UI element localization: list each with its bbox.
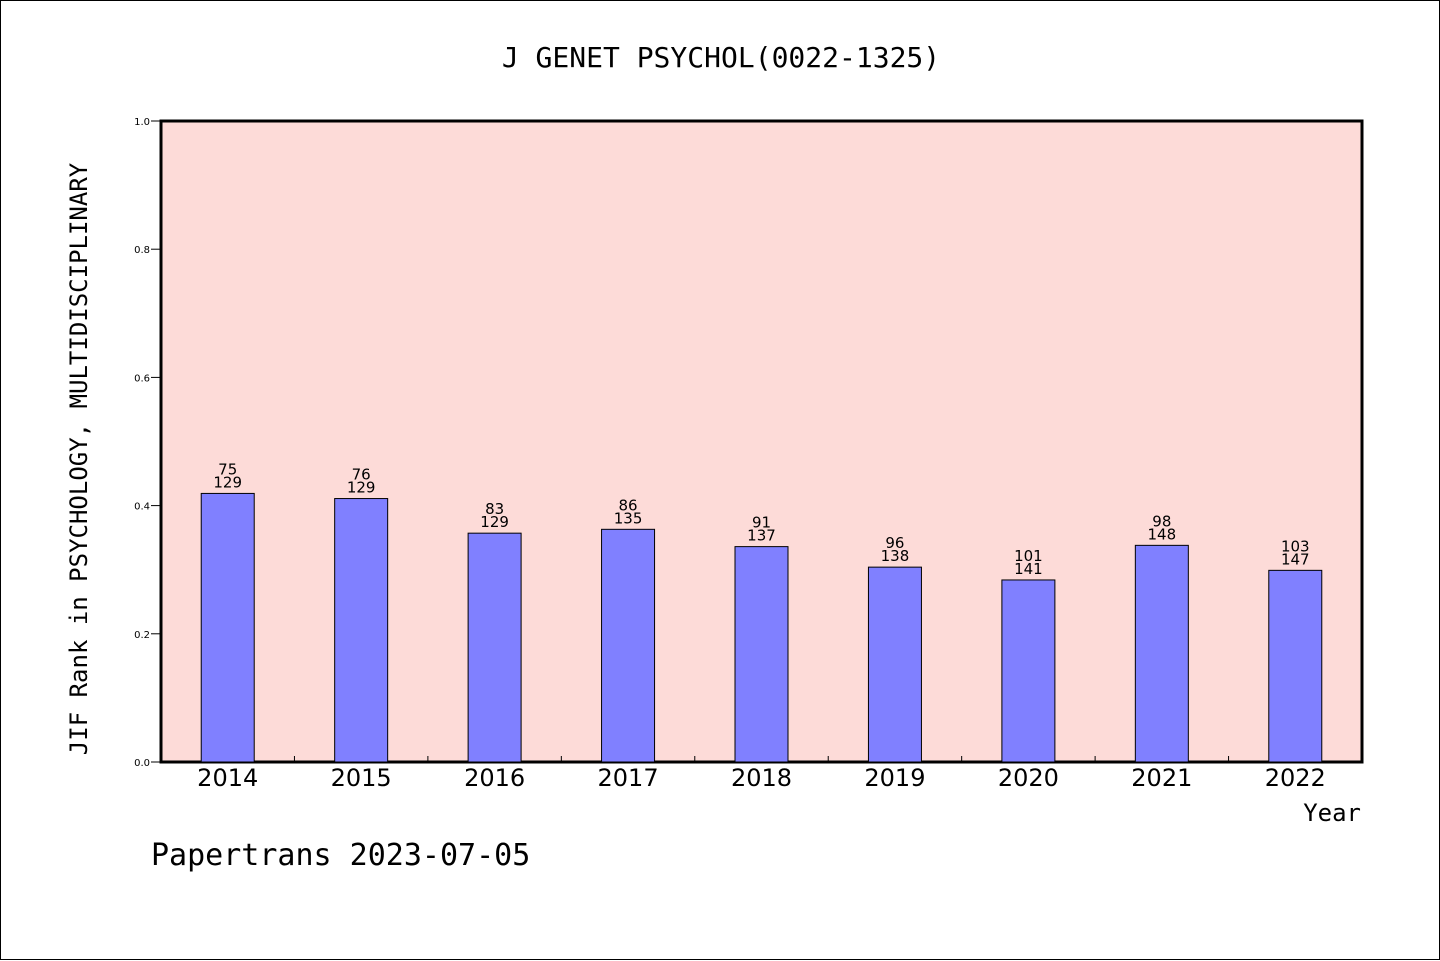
x-axis-label: Year [1303, 799, 1361, 827]
y-tick-label-0.4: 0.4 [134, 502, 150, 513]
bar-total-label-2016: 129 [480, 513, 509, 531]
x-tick-label-2015: 2015 [331, 764, 392, 792]
footer-watermark: Papertrans 2023-07-05 [151, 838, 530, 873]
bar-2015 [334, 498, 389, 763]
bar-2014 [200, 492, 255, 763]
bar-2019 [867, 566, 922, 763]
bar-total-label-2018: 137 [747, 527, 776, 545]
bar-total-label-2022: 147 [1281, 550, 1310, 568]
y-axis-ticks: 0.0 0.2 0.4 0.6 0.8 1.0 [134, 117, 161, 769]
bar-rank-label-2015: 76 [352, 466, 371, 484]
bar-total-label-2019: 138 [881, 547, 910, 565]
chart-title: J GENET PSYCHOL(0022-1325) [502, 41, 940, 74]
bar-2018 [734, 546, 789, 763]
bar-2022 [1268, 569, 1323, 763]
bar-rank-label-2020: 101 [1014, 547, 1043, 565]
bar-rank-label-2018: 91 [752, 514, 771, 532]
x-tick-label-2019: 2019 [864, 764, 925, 792]
bar-total-label-2014: 129 [213, 473, 242, 491]
bar-rank-label-2016: 83 [485, 500, 504, 518]
x-axis-ticks: 2014 2015 2016 2017 2018 2019 2020 2021 2022 [197, 756, 1326, 792]
y-tick-label-0.8: 0.8 [134, 245, 150, 256]
bar-rank-label-2019: 96 [885, 534, 904, 552]
x-tick-label-2017: 2017 [598, 764, 659, 792]
y-axis-label: JIF Rank in PSYCHOLOGY, MULTIDISCIPLINAR… [65, 162, 93, 755]
bar-2020 [1001, 579, 1056, 763]
bar-rank-label-2022: 103 [1281, 537, 1310, 555]
x-tick-label-2022: 2022 [1265, 764, 1326, 792]
bar-rank-label-2021: 98 [1152, 512, 1171, 530]
x-tick-label-2021: 2021 [1131, 764, 1192, 792]
y-tick-label-0.2: 0.2 [134, 630, 150, 641]
x-tick-label-2018: 2018 [731, 764, 792, 792]
bars-group [200, 492, 1323, 763]
y-tick-label-0.6: 0.6 [134, 373, 150, 384]
bar-total-label-2017: 135 [614, 509, 643, 527]
y-tick-label-0.0: 0.0 [134, 758, 150, 769]
y-tick-label-1.0: 1.0 [134, 117, 150, 128]
bar-rank-label-2014: 75 [218, 460, 237, 478]
bar-rank-label-2017: 86 [619, 496, 638, 514]
x-tick-label-2016: 2016 [464, 764, 525, 792]
bar-2016 [467, 532, 522, 763]
bar-total-label-2015: 129 [347, 479, 376, 497]
x-tick-label-2014: 2014 [197, 764, 258, 792]
bar-total-label-2021: 148 [1148, 525, 1177, 543]
x-tick-label-2020: 2020 [998, 764, 1059, 792]
bar-2017 [601, 528, 656, 763]
bar-2021 [1134, 544, 1189, 763]
bar-total-label-2020: 141 [1014, 560, 1043, 578]
